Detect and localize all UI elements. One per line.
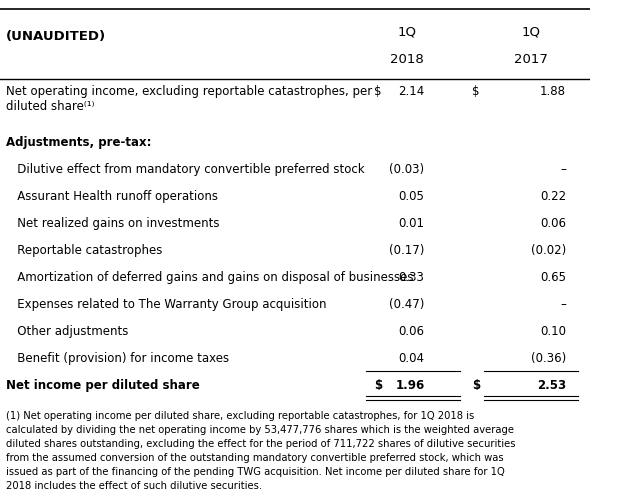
- Text: 1Q: 1Q: [521, 26, 541, 38]
- Text: 2.14: 2.14: [398, 85, 425, 98]
- Text: 1Q: 1Q: [397, 26, 416, 38]
- Text: (0.02): (0.02): [531, 244, 566, 257]
- Text: Net income per diluted share: Net income per diluted share: [6, 379, 200, 392]
- Text: 0.06: 0.06: [399, 325, 425, 338]
- Text: 1.96: 1.96: [396, 379, 425, 392]
- Text: $: $: [374, 379, 383, 392]
- Text: Reportable catastrophes: Reportable catastrophes: [6, 244, 162, 257]
- Text: 2018: 2018: [390, 53, 424, 67]
- Text: Net realized gains on investments: Net realized gains on investments: [6, 217, 220, 230]
- Text: Adjustments, pre-tax:: Adjustments, pre-tax:: [6, 137, 151, 149]
- Text: Net operating income, excluding reportable catastrophes, per
diluted share⁽¹⁾: Net operating income, excluding reportab…: [6, 85, 372, 113]
- Text: 0.22: 0.22: [540, 190, 566, 204]
- Text: (0.03): (0.03): [389, 163, 425, 176]
- Text: $: $: [471, 379, 480, 392]
- Text: 1.88: 1.88: [540, 85, 566, 98]
- Text: (0.17): (0.17): [389, 244, 425, 257]
- Text: Dilutive effect from mandatory convertible preferred stock: Dilutive effect from mandatory convertib…: [6, 163, 364, 176]
- Text: 0.33: 0.33: [399, 271, 425, 284]
- Text: Benefit (provision) for income taxes: Benefit (provision) for income taxes: [6, 352, 229, 365]
- Text: 0.10: 0.10: [540, 325, 566, 338]
- Text: 0.01: 0.01: [399, 217, 425, 230]
- Text: 0.04: 0.04: [399, 352, 425, 365]
- Text: (UNAUDITED): (UNAUDITED): [6, 30, 106, 43]
- Text: 0.06: 0.06: [540, 217, 566, 230]
- Text: 0.65: 0.65: [540, 271, 566, 284]
- Text: (1) Net operating income per diluted share, excluding reportable catastrophes, f: (1) Net operating income per diluted sha…: [6, 411, 516, 491]
- Text: $: $: [374, 85, 382, 98]
- Text: (0.36): (0.36): [531, 352, 566, 365]
- Text: Expenses related to The Warranty Group acquisition: Expenses related to The Warranty Group a…: [6, 298, 327, 311]
- Text: Other adjustments: Other adjustments: [6, 325, 128, 338]
- Text: 2.53: 2.53: [537, 379, 566, 392]
- Text: Assurant Health runoff operations: Assurant Health runoff operations: [6, 190, 218, 204]
- Text: –: –: [560, 298, 566, 311]
- Text: –: –: [560, 163, 566, 176]
- Text: $: $: [471, 85, 480, 98]
- Text: (0.47): (0.47): [389, 298, 425, 311]
- Text: Amortization of deferred gains and gains on disposal of businesses: Amortization of deferred gains and gains…: [6, 271, 414, 284]
- Text: 2017: 2017: [514, 53, 548, 67]
- Text: 0.05: 0.05: [399, 190, 425, 204]
